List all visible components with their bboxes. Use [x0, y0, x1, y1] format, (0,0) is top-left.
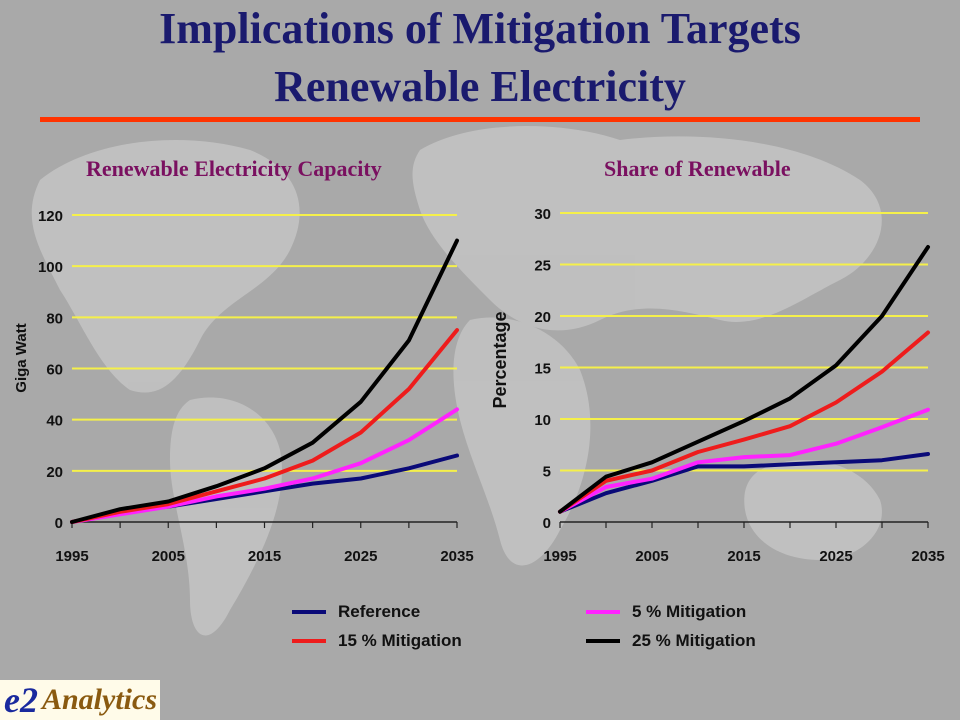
x-tick-label: 2025 — [344, 548, 377, 565]
chart-title-capacity: Renewable Electricity Capacity — [86, 156, 382, 181]
x-tick-label: 2015 — [727, 548, 760, 565]
x-tick-label: 2015 — [248, 548, 281, 565]
y-tick-label: 100 — [38, 259, 63, 276]
y-tick-label: 60 — [46, 362, 63, 379]
x-tick-label: 2005 — [152, 548, 185, 565]
x-tick-label: 2035 — [440, 548, 473, 565]
series-line-reference — [558, 452, 930, 514]
logo-text: Analytics — [41, 683, 157, 716]
y-axis-label: Percentage — [490, 311, 510, 408]
x-tick-label: 2005 — [635, 548, 668, 565]
x-tick-label: 2025 — [819, 548, 852, 565]
y-axis-label: Giga Watt — [13, 323, 30, 392]
slide-title-line1: Implications of Mitigation Targets — [159, 4, 801, 53]
y-tick-label: 20 — [534, 309, 551, 326]
series-line-5-mitigation — [70, 407, 459, 524]
y-tick-label: 10 — [534, 412, 551, 429]
e2-analytics-logo: e2 Analytics — [0, 680, 160, 720]
y-tick-label: 0 — [55, 515, 63, 532]
y-tick-label: 40 — [46, 413, 63, 430]
y-tick-label: 120 — [38, 208, 63, 225]
series-line-5-mitigation — [558, 407, 930, 514]
series-line-25-mitigation — [70, 238, 459, 524]
logo-mark: e2 — [4, 680, 38, 720]
series-line-25-mitigation — [558, 245, 930, 514]
x-tick-label: 2035 — [911, 548, 944, 565]
series-line-15-mitigation — [70, 328, 459, 524]
y-tick-label: 0 — [543, 515, 551, 532]
x-tick-label: 1995 — [55, 548, 88, 565]
y-tick-label: 25 — [534, 258, 551, 275]
title-underline-rule — [40, 117, 920, 122]
chart-title-share: Share of Renewable — [604, 156, 791, 181]
y-tick-label: 5 — [543, 464, 551, 481]
y-tick-label: 20 — [46, 464, 63, 481]
x-tick-label: 1995 — [543, 548, 576, 565]
y-tick-label: 80 — [46, 310, 63, 327]
y-tick-label: 30 — [534, 206, 551, 223]
series-line-15-mitigation — [558, 330, 930, 514]
y-tick-label: 15 — [534, 361, 551, 378]
slide-title-line2: Renewable Electricity — [274, 62, 686, 111]
